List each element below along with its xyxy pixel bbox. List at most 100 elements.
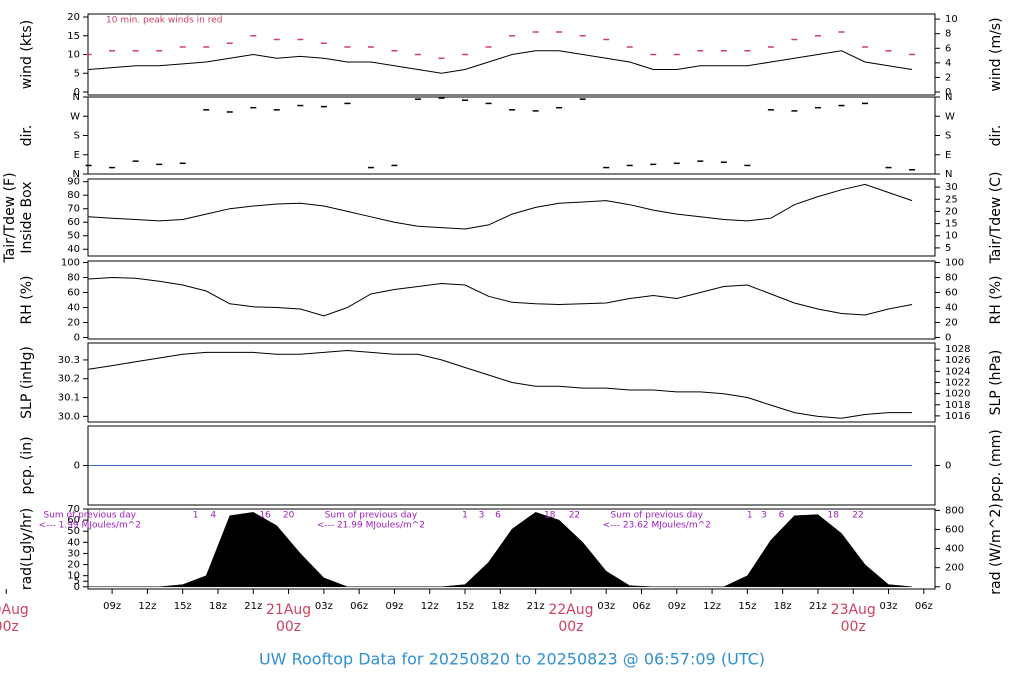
local-hour-label: 3 [479,511,485,521]
day-tick-sublabel: 00z [276,619,301,635]
local-hour-label: 18 [544,511,556,521]
line [88,183,913,230]
x-tick-label: 09z [668,601,686,612]
day-tick-label: 22Aug [548,602,593,618]
y-tick-label: 20 [67,318,80,329]
y2-tick-label: W [945,111,955,122]
y2-tick-label: 800 [945,505,964,516]
y2-tick-label: 20 [945,206,958,217]
y-axis-label: Tair/Tdew (F) [2,172,18,263]
local-hour-label: 1 [747,511,753,521]
y2-tick-label: 30 [945,182,958,193]
line [88,276,913,317]
y2-axis-label: Tair/Tdew (C) [988,172,1004,265]
y2-tick-label: 20 [945,318,958,329]
x-tick-label: 12z [138,601,156,612]
y2-tick-label: N [945,92,952,103]
y-tick-label: 20 [67,560,80,571]
y2-tick-label: 1020 [945,389,970,400]
local-hour-label: 18 [828,511,840,521]
x-tick-label: 06z [632,601,650,612]
y2-tick-label: 600 [945,524,964,535]
panel-frame [87,96,936,175]
y2-tick-label: 0 [945,461,951,472]
y-tick-label: 70 [67,504,80,515]
area [88,512,913,588]
y2-tick-label: N [945,169,952,180]
y-axis-sublabel: Inside Box [19,181,35,253]
y2-tick-label: 80 [945,273,958,284]
day-tick-sublabel: 00z [0,619,19,635]
y-tick-label: 40 [67,537,80,548]
x-tick-label: 18z [491,601,509,612]
day-tick-label: 23Aug [831,602,876,618]
y-tick-label: 0 [74,87,80,98]
x-tick-label: 12z [421,601,439,612]
y-tick-label: 5 [74,68,80,79]
y-tick-label: 30.3 [58,355,80,366]
y2-tick-label: 1022 [945,378,970,389]
y2-tick-label: 400 [945,544,964,555]
local-hour-label: 3 [761,511,767,521]
y-tick-label: 0 [74,582,80,593]
panel-frame [87,178,936,257]
y-tick-label: 70 [67,204,80,215]
y-tick-label: 60 [67,217,80,228]
x-tick-label: 21z [809,601,827,612]
annotation: Sum of previous day [611,511,704,521]
y2-tick-label: 2 [945,72,951,83]
y-tick-label: 80 [67,190,80,201]
annotation: Sum of previous day [325,511,418,521]
day-tick-sublabel: 00z [841,619,866,635]
x-tick-label: 06z [350,601,368,612]
x-tick-label: 06z [915,601,933,612]
y2-tick-label: 0 [945,333,951,344]
y-tick-label: 80 [67,273,80,284]
y2-tick-label: 60 [945,288,958,299]
local-hour-label: 6 [495,511,501,521]
y-tick-label: 30.0 [58,411,80,422]
x-tick-label: 21z [244,601,262,612]
chart-title: UW Rooftop Data for 20250820 to 20250823… [259,650,765,669]
y2-tick-label: 4 [945,58,951,69]
y2-tick-label: 8 [945,29,951,40]
y-tick-label: 30 [67,548,80,559]
x-tick-label: 03z [880,601,898,612]
y2-tick-label: 5 [945,243,951,254]
y2-tick-label: 10 [945,231,958,242]
y-tick-label: 50 [67,231,80,242]
y-tick-label: 60 [67,288,80,299]
x-tick-label: 09z [385,601,403,612]
y-axis-label: wind (kts) [19,20,35,89]
y-axis-label: pcp. (in) [19,436,35,494]
y-tick-label: 60 [67,515,80,526]
y-tick-label: S [74,131,80,142]
y2-tick-label: 200 [945,563,964,574]
y-tick-label: N [73,169,80,180]
annotation: <--- 21.99 MJoules/m^2 [317,521,425,531]
local-hour-label: 20 [283,511,295,521]
annotation: Sum of previous day [44,511,137,521]
y-axis-label: RH (%) [19,276,35,325]
local-hour-label: 16 [259,511,271,521]
y2-tick-label: 1024 [945,366,970,377]
y2-axis-label: dir. [988,125,1004,147]
y-tick-label: 30.1 [58,393,80,404]
y-tick-label: N [73,92,80,103]
annotation: 10 min. peak winds in red [106,16,223,26]
annotation: <--- 1.99 MJoules/m^2 [39,521,141,531]
y2-tick-label: 6 [945,43,951,54]
x-tick-label: 21z [527,601,545,612]
y-tick-label: 40 [67,303,80,314]
y-axis-label: SLP (inHg) [19,346,35,419]
x-tick-label: 18z [774,601,792,612]
y-tick-label: E [74,150,80,161]
y-tick-label: 15 [67,31,80,42]
x-tick-label: 09z [103,601,121,612]
y2-axis-label: SLP (hPa) [988,350,1004,416]
y2-tick-label: 10 [945,14,958,25]
y2-tick-label: S [945,131,951,142]
y-tick-label: 0 [74,333,80,344]
y2-axis-label: rad (W/m^2) [988,503,1004,594]
day-tick-label: 21Aug [266,602,311,618]
